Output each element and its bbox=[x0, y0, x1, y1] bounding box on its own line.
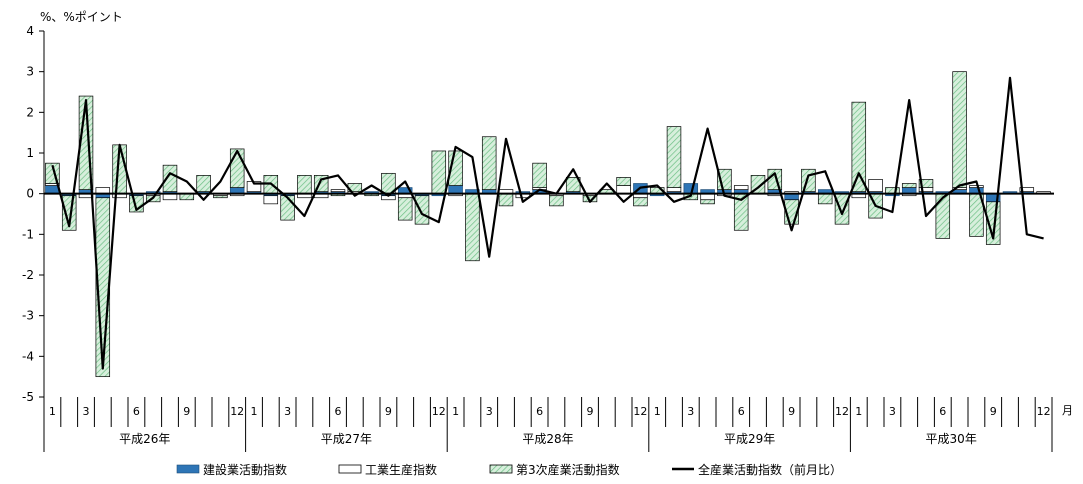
month-label: 6 bbox=[335, 405, 342, 418]
y-axis-ticks: 4 3 2 1 0 -1 -2 -3 -4 -5 bbox=[22, 24, 45, 404]
bar-construction bbox=[448, 185, 463, 195]
month-label: 6 bbox=[133, 405, 140, 418]
month-label: 12 bbox=[1037, 405, 1051, 418]
bar-industrial bbox=[969, 185, 984, 188]
legend-swatch-tertiary bbox=[489, 464, 513, 474]
month-label: 9 bbox=[788, 405, 795, 418]
month-label: 1 bbox=[251, 405, 258, 418]
bar-tertiary bbox=[397, 197, 413, 221]
month-label: 6 bbox=[939, 405, 946, 418]
y-tick-label: -2 bbox=[22, 268, 34, 282]
bar-tertiary bbox=[851, 101, 867, 192]
bar-tertiary bbox=[834, 193, 850, 225]
bar-tertiary bbox=[901, 183, 917, 188]
x-unit-label: 月 bbox=[1062, 404, 1073, 417]
x-axis: 1 3 6 9 12 1 3 6 9 12 1 3 6 9 12 1 3 6 9 12 1 3 6 9 12 平成26年 平成27年… bbox=[43, 397, 1053, 452]
bar-tertiary bbox=[280, 195, 295, 221]
month-label: 9 bbox=[385, 405, 392, 418]
y-tick-label: -4 bbox=[22, 349, 34, 363]
month-label: 1 bbox=[452, 405, 459, 418]
bar-tertiary bbox=[918, 179, 934, 188]
bar-tertiary bbox=[532, 162, 547, 188]
month-label: 9 bbox=[587, 405, 594, 418]
y-tick-label: -5 bbox=[22, 390, 34, 404]
year-label: 平成28年 bbox=[522, 432, 573, 446]
bar-tertiary bbox=[616, 177, 631, 186]
y-unit-label: %、%ポイント bbox=[40, 10, 123, 24]
year-label: 平成27年 bbox=[321, 432, 372, 446]
y-tick-label: 3 bbox=[26, 65, 34, 79]
month-label: 9 bbox=[183, 405, 190, 418]
legend-swatch-construction bbox=[176, 464, 200, 474]
plot-area bbox=[44, 71, 1054, 378]
legend-label-tertiary: 第3次産業活動指数 bbox=[516, 462, 620, 477]
bar-industrial bbox=[868, 179, 883, 192]
y-tick-label: 2 bbox=[26, 105, 34, 119]
bar-industrial bbox=[616, 185, 631, 195]
bar-tertiary bbox=[700, 199, 715, 205]
bar-tertiary bbox=[498, 193, 514, 207]
month-label: 1 bbox=[855, 405, 862, 418]
y-tick-label: 0 bbox=[26, 187, 34, 201]
bar-tertiary bbox=[666, 126, 682, 188]
year-label: 平成29年 bbox=[724, 432, 775, 446]
bar-tertiary bbox=[549, 195, 564, 207]
y-tick-label: 4 bbox=[26, 24, 34, 38]
month-label: 6 bbox=[536, 405, 543, 418]
legend: 建設業活動指数 工業生産指数 第3次産業活動指数 全産業活動指数（前月比） bbox=[176, 462, 842, 477]
y-tick-label: 1 bbox=[26, 146, 34, 160]
bar-tertiary bbox=[935, 193, 951, 239]
month-label: 12 bbox=[835, 405, 849, 418]
legend-label-all-industry: 全産業活動指数（前月比） bbox=[698, 462, 842, 477]
month-label: 3 bbox=[284, 405, 291, 418]
bar-industrial bbox=[263, 195, 279, 205]
bar-tertiary bbox=[196, 175, 211, 192]
y-tick-label: -3 bbox=[22, 309, 34, 323]
y-tick-label: -1 bbox=[22, 227, 34, 241]
bar-tertiary bbox=[414, 195, 430, 225]
year-label: 平成26年 bbox=[119, 432, 170, 446]
legend-swatch-industrial bbox=[338, 464, 362, 474]
legend-label-construction: 建設業活動指数 bbox=[203, 462, 287, 477]
legend-label-industrial: 工業生産指数 bbox=[365, 462, 437, 477]
bar-tertiary bbox=[162, 164, 178, 192]
month-label: 1 bbox=[654, 405, 661, 418]
month-label: 1 bbox=[49, 405, 56, 418]
month-label: 12 bbox=[230, 405, 244, 418]
bar-tertiary bbox=[229, 148, 245, 188]
bar-tertiary bbox=[817, 193, 833, 205]
bar-tertiary bbox=[952, 71, 967, 188]
month-label: 3 bbox=[889, 405, 896, 418]
bar-industrial bbox=[666, 187, 682, 192]
bar-tertiary bbox=[297, 175, 312, 195]
bar-tertiary bbox=[465, 193, 480, 262]
month-label: 3 bbox=[83, 405, 90, 418]
month-label: 3 bbox=[486, 405, 493, 418]
line-all-industry bbox=[51, 76, 1044, 370]
month-label: 12 bbox=[432, 405, 446, 418]
bar-tertiary bbox=[431, 150, 447, 195]
month-label: 9 bbox=[990, 405, 997, 418]
bar-industrial bbox=[1019, 187, 1035, 192]
bar-industrial bbox=[330, 189, 346, 192]
month-label: 3 bbox=[687, 405, 694, 418]
month-label: 6 bbox=[738, 405, 745, 418]
year-label: 平成30年 bbox=[926, 432, 977, 446]
bar-industrial bbox=[733, 185, 749, 190]
bar-tertiary bbox=[213, 195, 228, 199]
bar-tertiary bbox=[481, 136, 497, 190]
month-label: 12 bbox=[633, 405, 647, 418]
bar-tertiary bbox=[633, 197, 648, 207]
